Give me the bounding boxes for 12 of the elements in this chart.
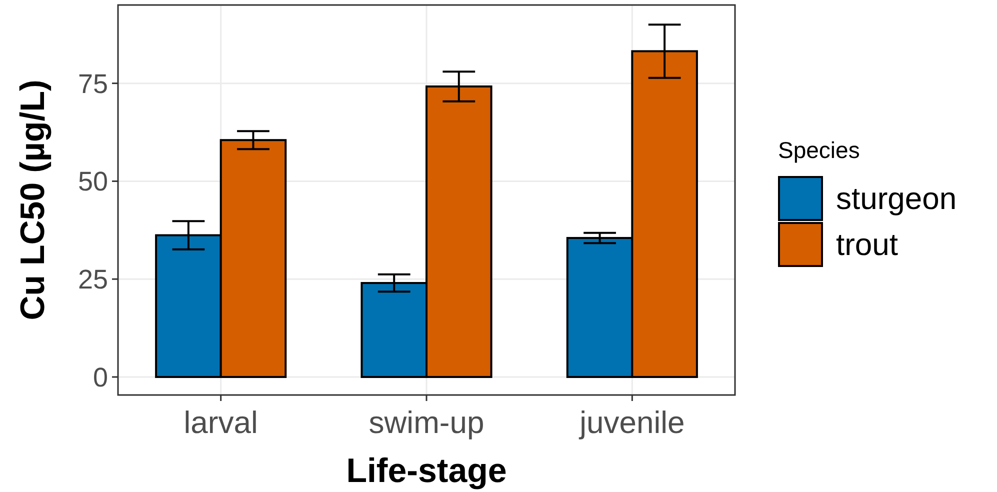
y-tick-label: 50 <box>78 166 108 197</box>
x-tick-label: swim-up <box>368 405 484 440</box>
legend-label: sturgeon <box>836 180 957 216</box>
x-tick-label: larval <box>184 405 258 440</box>
x-axis-title: Life-stage <box>346 452 507 490</box>
legend-title: Species <box>778 137 860 163</box>
x-tick-label: juvenile <box>578 405 685 440</box>
y-tick-label: 25 <box>78 264 108 295</box>
y-tick-label: 0 <box>92 362 108 392</box>
y-axis-title: Cu LC50 (µg/L) <box>14 80 52 320</box>
y-tick-label: 75 <box>78 68 108 99</box>
legend-label: trout <box>836 226 898 262</box>
